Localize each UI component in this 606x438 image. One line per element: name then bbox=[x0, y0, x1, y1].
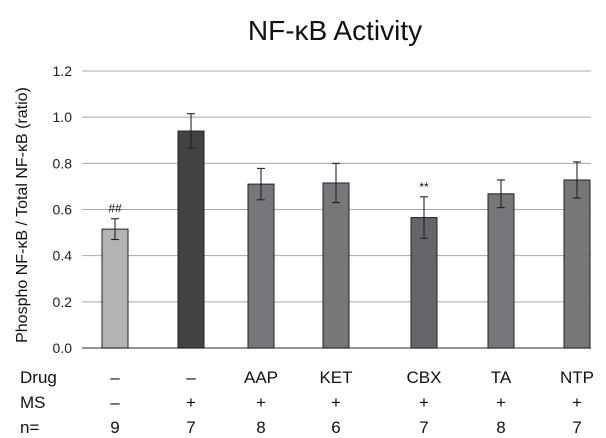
bar-4 bbox=[322, 182, 350, 349]
y-tick-label: 0.8 bbox=[53, 155, 73, 171]
row-cell: TA bbox=[491, 368, 512, 387]
row-cell: 7 bbox=[572, 418, 581, 437]
bar-7 bbox=[563, 179, 591, 349]
bars: ## ** bbox=[101, 113, 591, 349]
error-bar-7 bbox=[573, 161, 581, 199]
row-cell: + bbox=[496, 393, 506, 412]
error-bar-4 bbox=[332, 162, 340, 204]
y-tick-label: 0.2 bbox=[53, 294, 73, 310]
row-cell: KET bbox=[319, 368, 352, 387]
row-cell: 8 bbox=[496, 418, 505, 437]
significance-marker: ** bbox=[419, 180, 429, 194]
row-cell: 9 bbox=[110, 418, 119, 437]
row-cell: + bbox=[572, 393, 582, 412]
bar-2 bbox=[177, 130, 205, 349]
row-cell: 7 bbox=[419, 418, 428, 437]
error-bar-6 bbox=[497, 179, 505, 209]
y-tick-labels: 0.0 0.2 0.4 0.6 0.8 1.0 1.2 bbox=[53, 63, 73, 356]
row-label: MS bbox=[20, 393, 46, 412]
row-cell: – bbox=[186, 368, 196, 387]
row-cell: + bbox=[419, 393, 429, 412]
bar-6 bbox=[487, 193, 515, 349]
row-cell: 8 bbox=[256, 418, 265, 437]
row-cell: + bbox=[331, 393, 341, 412]
y-axis-label: Phospho NF-κB / Total NF-κB (ratio) bbox=[14, 87, 31, 343]
row-cell: 7 bbox=[186, 418, 195, 437]
row-cell: + bbox=[186, 393, 196, 412]
error-bar-3 bbox=[257, 167, 265, 201]
error-bar-2 bbox=[187, 113, 195, 149]
y-tick-label: 0.6 bbox=[53, 202, 73, 218]
significance-marker: ## bbox=[108, 202, 122, 216]
row-label: n= bbox=[20, 418, 39, 437]
error-bar-5 bbox=[420, 196, 428, 239]
y-tick-label: 1.0 bbox=[53, 109, 73, 125]
row-cell: – bbox=[110, 368, 120, 387]
chart-title: NF-κB Activity bbox=[248, 15, 422, 46]
row-cell: 6 bbox=[331, 418, 340, 437]
y-tick-label: 0.4 bbox=[53, 248, 73, 264]
row-cell: – bbox=[110, 393, 120, 412]
bar-3 bbox=[247, 183, 275, 349]
row-cell: + bbox=[256, 393, 266, 412]
condition-table: Drug – – AAP KET CBX TA NTP MS – + + + + + + n= 9 7 8 6 7 8 7 bbox=[20, 368, 594, 437]
y-tick-label: 0.0 bbox=[53, 340, 73, 356]
error-bar-1 bbox=[111, 218, 119, 241]
y-tick-label: 1.2 bbox=[53, 63, 73, 79]
row-cell: CBX bbox=[407, 368, 442, 387]
row-label: Drug bbox=[20, 368, 57, 387]
row-cell: NTP bbox=[560, 368, 594, 387]
bar-1 bbox=[101, 228, 129, 349]
row-cell: AAP bbox=[244, 368, 278, 387]
